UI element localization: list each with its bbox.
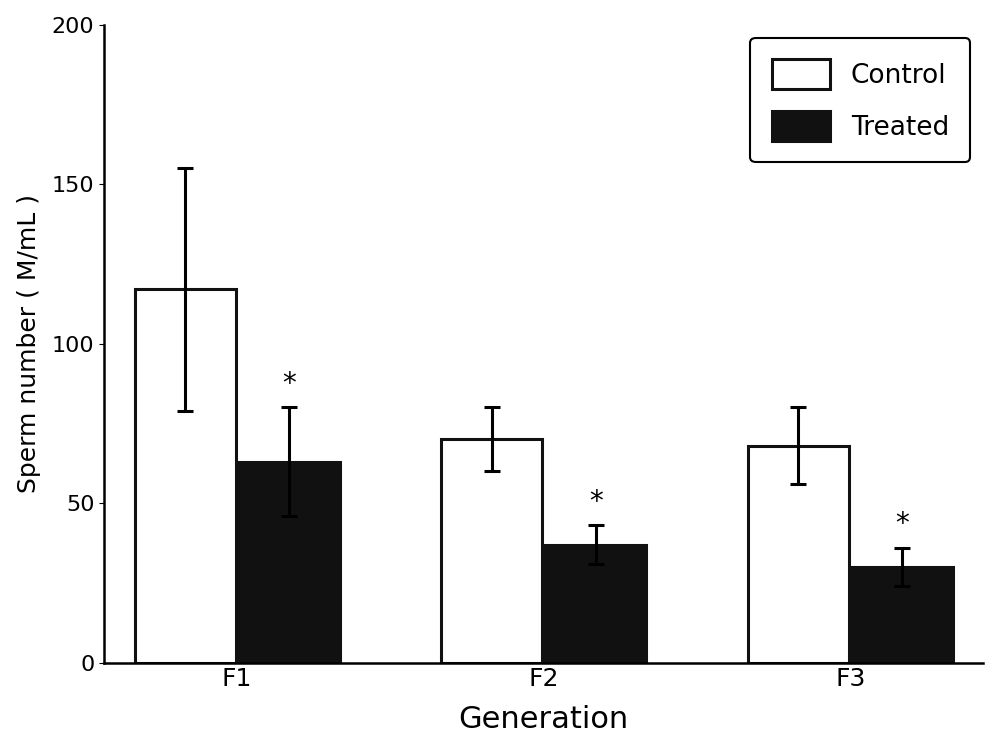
Text: *: * xyxy=(895,510,909,538)
Bar xyxy=(545,544,646,662)
Bar xyxy=(748,445,849,662)
Y-axis label: Sperm number ( M/mL ): Sperm number ( M/mL ) xyxy=(17,194,41,493)
Bar xyxy=(852,567,953,662)
Text: *: * xyxy=(282,369,296,398)
Legend: Control, Treated: Control, Treated xyxy=(750,38,970,162)
Bar xyxy=(238,462,340,662)
Text: *: * xyxy=(589,488,603,516)
Bar xyxy=(135,289,236,662)
X-axis label: Generation: Generation xyxy=(459,705,629,734)
Bar xyxy=(441,439,542,662)
